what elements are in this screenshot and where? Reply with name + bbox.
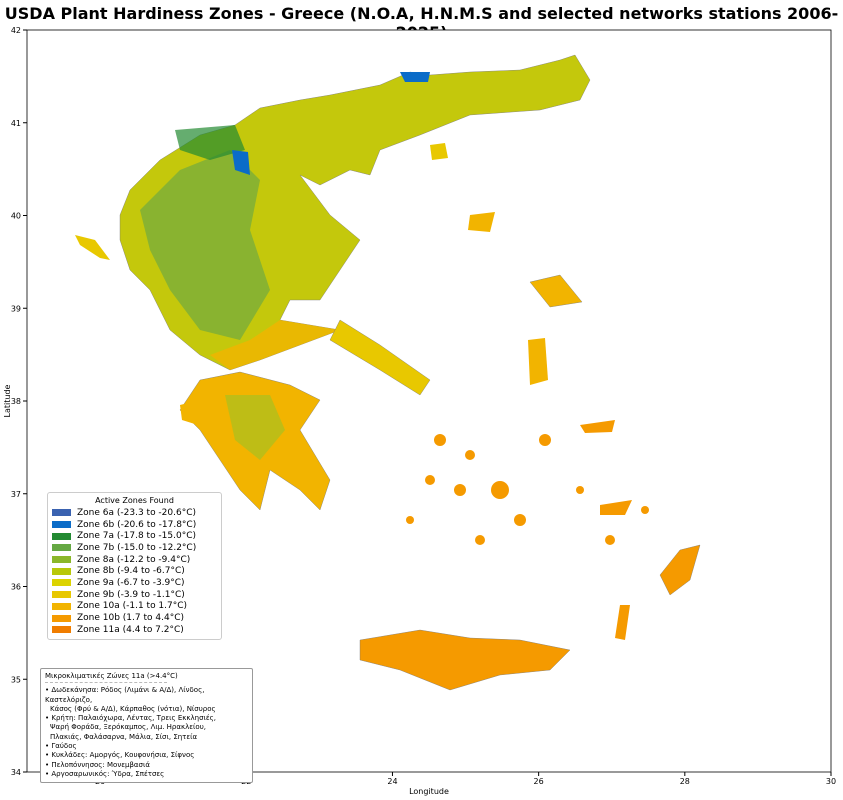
zone-7b-region	[140, 150, 270, 340]
y-tick-label: 41	[11, 119, 21, 128]
microclimate-notes: Μικροκλιματικές Ζώνες 11a (>4.4°C) • Δωδ…	[40, 668, 253, 784]
y-tick-label: 35	[11, 675, 21, 684]
legend-label: Zone 8b (-9.4 to -6.7°C)	[77, 566, 185, 577]
y-tick-label: 40	[11, 212, 21, 221]
y-tick-label: 36	[11, 583, 21, 592]
legend-label: Zone 10a (-1.1 to 1.7°C)	[77, 601, 188, 612]
legend-swatch	[52, 579, 71, 587]
zone-6b-region	[232, 150, 250, 175]
legend-item: Zone 8b (-9.4 to -6.7°C)	[52, 565, 217, 577]
zone-6b-region	[400, 72, 430, 82]
legend: Active Zones Found Zone 6a (-23.3 to -20…	[47, 492, 222, 640]
note-line: • Κυκλάδες: Αμοργός, Κουφονήσια, Σίφνος	[45, 751, 195, 760]
rhodes	[659, 544, 701, 596]
legend-swatch	[52, 556, 71, 564]
legend-swatch	[52, 521, 71, 529]
legend-swatch	[52, 544, 71, 552]
x-tick-label: 30	[826, 777, 836, 786]
legend-title: Active Zones Found	[95, 496, 174, 505]
x-axis-label: Longitude	[409, 787, 449, 796]
note-line: • Πελοπόννησος: Μονεμβασιά	[45, 760, 150, 769]
legend-label: Zone 11a (4.4 to 7.2°C)	[77, 624, 184, 635]
legend-swatch	[52, 532, 71, 540]
note-line: • Δωδεκάνησα: Ρόδος (Λιμάνι & Α/Δ), Λίνδ…	[45, 686, 205, 704]
y-tick-label: 37	[11, 490, 21, 499]
note-line: • Αργοσαρωνικός: Ύδρα, Σπέτσες	[45, 769, 165, 778]
legend-swatch	[52, 626, 71, 634]
note-line: Πλακιάς, Φαλάσαρνα, Μάλια, Σίσι, Σητεία	[50, 732, 198, 741]
legend-label: Zone 6a (-23.3 to -20.6°C)	[77, 507, 197, 518]
legend-item: Zone 11a (4.4 to 7.2°C)	[52, 624, 217, 636]
x-tick-label: 24	[387, 777, 397, 786]
x-tick-label: 26	[534, 777, 544, 786]
kefalonia	[180, 400, 200, 425]
y-tick-label: 42	[11, 26, 21, 35]
greece-map	[75, 54, 701, 691]
corfu	[75, 235, 110, 260]
legend-swatch	[52, 614, 71, 622]
thasos	[430, 143, 448, 160]
samos	[580, 420, 615, 433]
legend-label: Zone 10b (1.7 to 4.4°C)	[77, 613, 184, 624]
legend-item: Zone 6b (-20.6 to -17.8°C)	[52, 519, 217, 531]
lemnos	[468, 212, 495, 232]
note-line: Κάσος (Φρύ & Α/Δ), Κάρπαθος (νότια), Νίσ…	[50, 704, 216, 713]
note-line: • Κρήτη: Παλαιόχωρα, Λέντας, Τρεις Εκκλη…	[45, 714, 217, 723]
notes-title: Μικροκλιματικές Ζώνες 11a (>4.4°C)	[45, 672, 178, 680]
y-axis-label: Latitude	[3, 384, 12, 417]
legend-swatch	[52, 567, 71, 575]
note-line: • Γαύδος	[45, 742, 77, 751]
legend-swatch	[52, 509, 71, 517]
legend-item: Zone 10b (1.7 to 4.4°C)	[52, 612, 217, 624]
legend-item: Zone 7a (-17.8 to -15.0°C)	[52, 530, 217, 542]
y-tick-label: 39	[11, 304, 21, 313]
zone-7a-region	[175, 125, 245, 160]
x-tick-label: 28	[680, 777, 690, 786]
karpathos	[615, 605, 630, 640]
legend-label: Zone 9b (-3.9 to -1.1°C)	[77, 589, 185, 600]
legend-item: Zone 6a (-23.3 to -20.6°C)	[52, 507, 217, 519]
legend-item: Zone 9a (-6.7 to -3.9°C)	[52, 577, 217, 589]
legend-label: Zone 9a (-6.7 to -3.9°C)	[77, 577, 185, 588]
coastal-10a	[210, 320, 340, 370]
evia	[329, 319, 431, 396]
kos	[600, 500, 632, 515]
crete	[359, 629, 571, 691]
peloponnese-highlands	[225, 395, 285, 460]
chios	[528, 338, 548, 385]
note-line: Ψαρή Φοράδα, Ξερόκαμπος, Λιμ. Ηρακλείου,	[50, 723, 206, 732]
y-tick-label: 38	[11, 397, 21, 406]
cyclades	[406, 434, 649, 545]
legend-item: Zone 10a (-1.1 to 1.7°C)	[52, 601, 217, 613]
legend-swatch	[52, 591, 71, 599]
legend-label: Zone 6b (-20.6 to -17.8°C)	[77, 519, 197, 530]
legend-label: Zone 8a (-12.2 to -9.4°C)	[77, 554, 191, 565]
y-tick-label: 34	[11, 768, 21, 777]
legend-item: Zone 9b (-3.9 to -1.1°C)	[52, 589, 217, 601]
legend-item: Zone 8a (-12.2 to -9.4°C)	[52, 554, 217, 566]
legend-item: Zone 7b (-15.0 to -12.2°C)	[52, 542, 217, 554]
legend-label: Zone 7b (-15.0 to -12.2°C)	[77, 542, 197, 553]
legend-label: Zone 7a (-17.8 to -15.0°C)	[77, 531, 197, 542]
legend-swatch	[52, 602, 71, 610]
lesbos	[529, 274, 583, 308]
